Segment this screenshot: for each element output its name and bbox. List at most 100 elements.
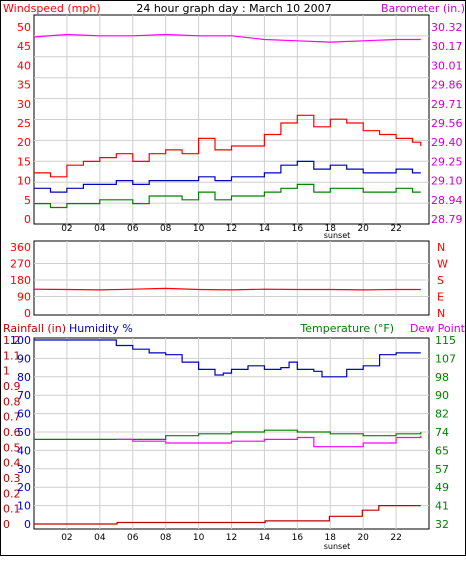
- direction-compass-tick-label: N: [437, 307, 445, 320]
- rainfall-tick-label: 0.3: [3, 472, 21, 485]
- x-tick-label: 16: [292, 533, 304, 543]
- direction-degree-tick-label: 90: [17, 291, 31, 304]
- humidity-tick-label: 80: [17, 371, 31, 384]
- direction-degree-tick-label: 270: [10, 258, 31, 271]
- humidity-tick-label: 60: [17, 408, 31, 421]
- direction-degree-ticks: 360 270 180 90 0: [10, 241, 31, 320]
- wind-average-line: [34, 160, 421, 193]
- direction-compass-tick-label: N: [437, 241, 445, 254]
- barometer-tick-label: 28.94: [431, 194, 463, 207]
- rainfall-tick-label: 0.7: [3, 411, 21, 424]
- barometer-tick-label: 29.10: [431, 175, 463, 188]
- chart-title: 24 hour graph day : March 10 2007: [136, 2, 331, 15]
- x-tick-label: 06: [127, 533, 139, 543]
- wind-gust-line: [34, 114, 422, 178]
- direction-degree-tick-label: 360: [10, 241, 31, 254]
- x-tick-label: 12: [226, 224, 237, 234]
- barometer-tick-label: 28.79: [431, 213, 463, 226]
- x-tick-label: 12: [226, 533, 237, 543]
- rainfall-line: [34, 505, 421, 525]
- dewpoint-axis-label: Dew Point: [410, 322, 466, 335]
- x-tick-label: 08: [160, 533, 172, 543]
- x-tick-label: 10: [193, 224, 205, 234]
- wind-sunset-label: sunset: [324, 231, 351, 240]
- windspeed-tick-label: 50: [17, 21, 31, 34]
- x-tick-label: 04: [94, 224, 106, 234]
- x-tick-label: 22: [390, 533, 401, 543]
- x-tick-label: 14: [259, 224, 271, 234]
- direction-degree-tick-label: 0: [24, 307, 31, 320]
- rainfall-tick-label: 1: [3, 365, 10, 378]
- wind-x-ticks: 02 04 06 08 10 12 14 16 18 20 22: [61, 224, 402, 234]
- rainfall-ticks: 1.2 1.1 1 0.9 0.8 0.7 0.6 0.5 0.4 0.3 0.2 0.1 0: [3, 334, 21, 531]
- windspeed-axis-label: Windspeed (mph): [3, 2, 101, 15]
- barometer-ticks: 30.32 30.17 30.01 29.86 29.71 29.56 29.40 29.25…: [431, 21, 463, 226]
- wind-speed-line: [34, 183, 421, 209]
- wind-direction-line: [33, 287, 421, 291]
- x-tick-label: 18: [325, 533, 337, 543]
- rainfall-tick-label: 0: [3, 518, 10, 531]
- temperature-tick-label: 107: [435, 352, 456, 365]
- windspeed-tick-label: 45: [17, 40, 31, 53]
- rainfall-tick-label: 0.4: [3, 457, 21, 470]
- humidity-tick-label: 20: [17, 481, 31, 494]
- direction-degree-tick-label: 180: [10, 274, 31, 287]
- climate-x-ticks: 02 04 06 08 10 12 14 16 18 20 22: [61, 533, 402, 543]
- temperature-tick-label: 49: [435, 481, 449, 494]
- barometer-line: [33, 33, 421, 43]
- windspeed-tick-label: 40: [17, 59, 31, 72]
- barometer-tick-label: 30.32: [431, 21, 463, 34]
- rainfall-tick-label: 0.2: [3, 487, 21, 500]
- barometer-tick-label: 29.71: [431, 98, 463, 111]
- humidity-tick-label: 70: [17, 389, 31, 402]
- temperature-tick-label: 82: [435, 408, 449, 421]
- humidity-tick-label: 10: [17, 500, 31, 513]
- climate-sunset-label: sunset: [324, 542, 351, 551]
- x-tick-label: 02: [61, 533, 72, 543]
- barometer-tick-label: 29.56: [431, 117, 463, 130]
- direction-series: [33, 287, 421, 291]
- barometer-tick-label: 29.40: [431, 136, 463, 149]
- windspeed-tick-label: 35: [17, 79, 31, 92]
- x-tick-label: 06: [127, 224, 139, 234]
- windspeed-tick-label: 30: [17, 98, 31, 111]
- barometer-tick-label: 30.17: [431, 40, 463, 53]
- x-tick-label: 22: [390, 224, 401, 234]
- x-tick-label: 16: [292, 224, 304, 234]
- humidity-tick-label: 40: [17, 444, 31, 457]
- temperature-tick-label: 98: [435, 371, 449, 384]
- temperature-tick-label: 41: [435, 500, 449, 513]
- barometer-axis-label: Barometer (in.): [381, 2, 465, 15]
- humidity-tick-label: 50: [17, 426, 31, 439]
- x-tick-label: 20: [357, 533, 369, 543]
- x-tick-label: 18: [325, 224, 337, 234]
- windspeed-tick-label: 0: [24, 213, 31, 226]
- temperature-line: [34, 429, 422, 440]
- x-tick-label: 14: [259, 533, 271, 543]
- rainfall-tick-label: 0.1: [3, 503, 21, 516]
- x-tick-label: 08: [160, 224, 172, 234]
- direction-compass-tick-label: S: [437, 274, 444, 287]
- humidity-tick-label: 30: [17, 463, 31, 476]
- temperature-tick-label: 57: [435, 463, 449, 476]
- direction-compass-tick-label: E: [437, 291, 444, 304]
- rainfall-tick-label: 1.2: [3, 334, 21, 347]
- climate-series: [34, 339, 422, 525]
- temperature-tick-label: 115: [435, 334, 456, 347]
- windspeed-tick-label: 10: [17, 175, 31, 188]
- x-tick-label: 20: [357, 224, 369, 234]
- rainfall-axis-label: Rainfall (in): [3, 322, 66, 335]
- temperature-axis-label: Temperature (°F): [299, 322, 394, 335]
- climate-grid: [34, 338, 429, 529]
- temperature-tick-label: 74: [435, 426, 449, 439]
- direction-compass-tick-label: W: [437, 258, 448, 271]
- barometer-tick-label: 29.25: [431, 155, 463, 168]
- rainfall-tick-label: 0.6: [3, 426, 21, 439]
- humidity-tick-label: 100: [10, 334, 31, 347]
- temperature-tick-label: 90: [435, 389, 449, 402]
- barometer-tick-label: 30.01: [431, 59, 463, 72]
- rainfall-tick-label: 0.8: [3, 395, 21, 408]
- windspeed-tick-label: 20: [17, 136, 31, 149]
